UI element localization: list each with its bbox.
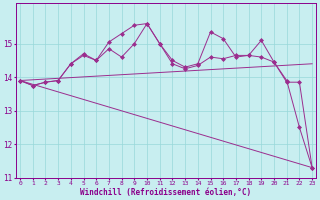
X-axis label: Windchill (Refroidissement éolien,°C): Windchill (Refroidissement éolien,°C) (81, 188, 252, 197)
